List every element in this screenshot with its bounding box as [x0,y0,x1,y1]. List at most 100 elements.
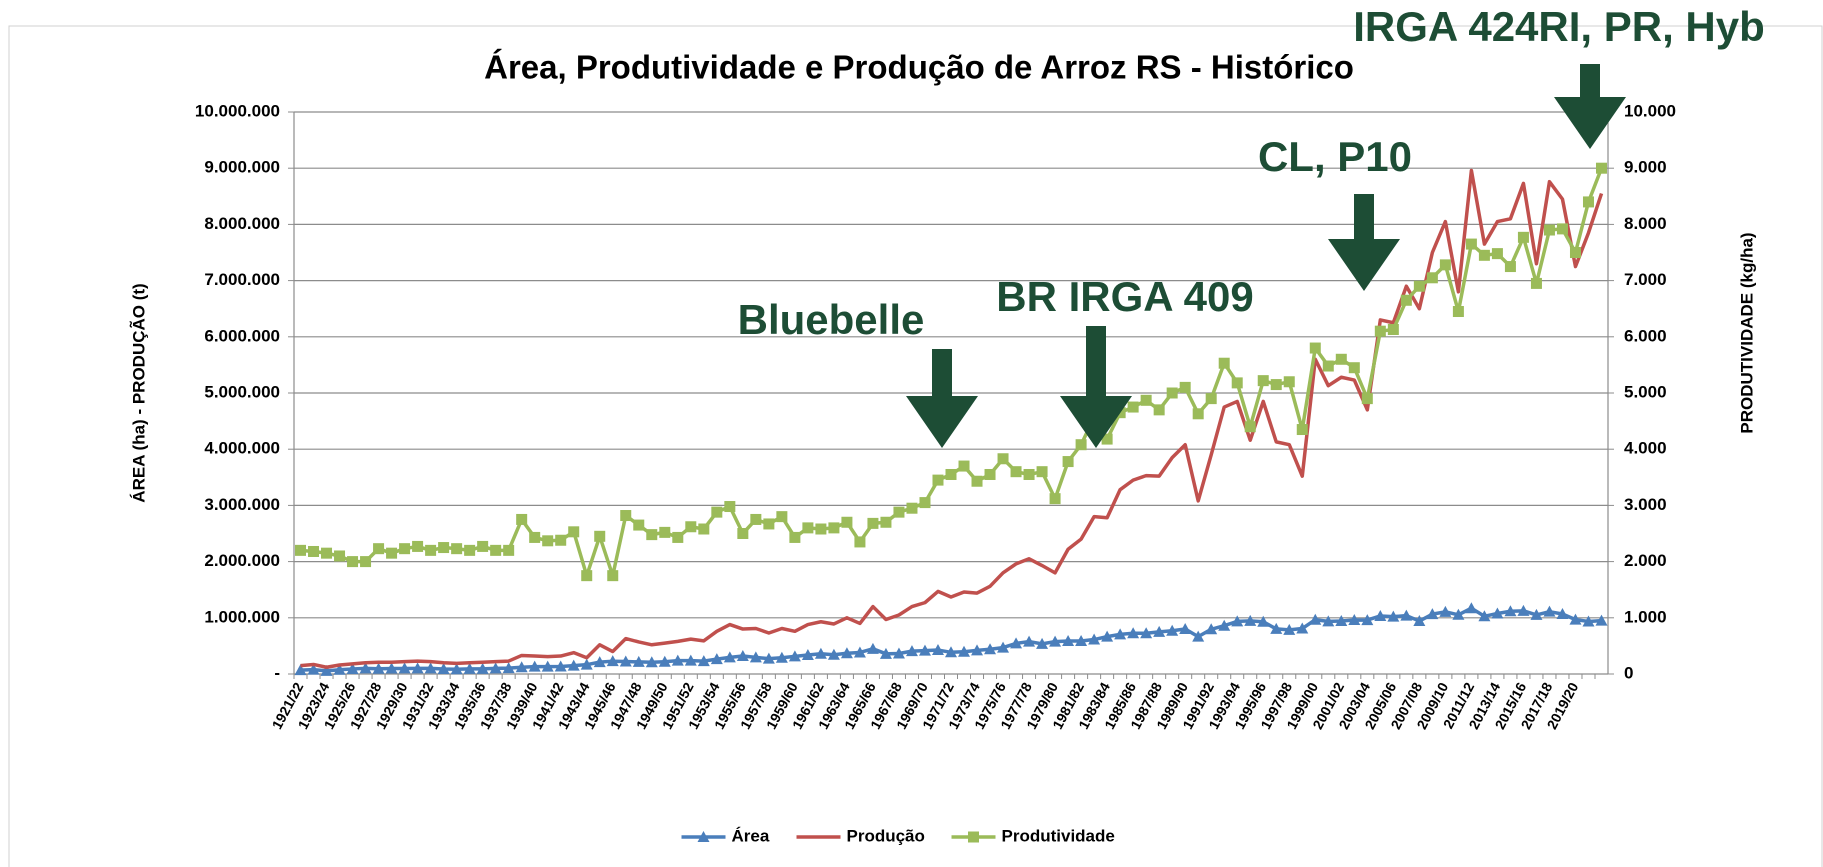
point [736,650,749,662]
point [1153,625,1166,637]
point [1426,272,1438,284]
point [776,511,788,523]
y-tick-label: 7.000.000 [204,270,280,289]
point [477,540,489,552]
point [1140,394,1152,406]
point [607,570,619,582]
point [971,475,983,487]
point [775,651,788,663]
point [698,523,710,535]
point [1296,622,1309,634]
point [1296,424,1308,436]
y2-tick-label: 5.000 [1624,382,1667,401]
point [1309,613,1322,625]
point [1478,249,1490,261]
annotation: IRGA 424RI, PR, Hyb [1353,3,1765,50]
point [1452,306,1464,318]
point [645,656,658,668]
y2-tick-label: 7.000 [1624,270,1667,289]
point [1309,342,1321,354]
point [1192,408,1204,420]
point [1257,615,1270,627]
point [320,664,333,676]
point [1153,404,1165,416]
point [1218,619,1231,631]
point [750,513,762,525]
point [984,643,997,655]
point [841,516,853,528]
point [932,474,944,486]
point [814,647,827,659]
y2-tick-label: 2.000 [1624,551,1667,570]
point [1465,602,1478,614]
point [620,510,632,522]
point [450,663,463,675]
point [425,544,437,556]
point [1049,635,1062,647]
annotation-arrow [1554,64,1626,149]
y-tick-label: 1.000.000 [204,607,280,626]
point [1114,628,1127,640]
point [1244,421,1256,433]
point [866,642,879,654]
point [1556,608,1569,620]
point [1569,247,1581,258]
point [1439,605,1452,617]
y-tick-label: 3.000.000 [204,495,280,514]
point [815,523,827,535]
point [672,531,684,543]
point [1491,607,1504,619]
point [1075,439,1087,451]
point [1127,401,1139,413]
point [580,658,593,670]
point [984,468,996,480]
point [437,662,450,674]
point [1218,357,1230,369]
annotation: BR IRGA 409 [996,273,1254,320]
chart-frame [8,25,1823,867]
point [919,497,931,509]
point [528,660,541,672]
point [1062,456,1074,468]
point [633,519,645,531]
point [399,543,411,555]
point [1582,615,1595,627]
point [1231,377,1243,389]
point [1582,196,1594,208]
point [827,648,840,660]
point [1101,433,1113,445]
y-tick-label: 10.000.000 [195,101,280,120]
point [788,650,801,662]
point [542,535,554,547]
point [1387,610,1400,622]
point [1283,376,1295,388]
point [892,647,905,659]
point [958,645,971,657]
point [684,654,697,666]
point [594,530,606,542]
point [1413,615,1426,627]
point [659,526,671,538]
point [737,528,749,539]
point [1205,623,1218,635]
point [1452,608,1465,620]
point [1413,280,1425,292]
point [1127,627,1140,639]
point [1348,614,1361,626]
point [568,526,580,538]
y-tick-label: 5.000.000 [204,382,280,401]
point [1335,353,1347,365]
point [853,646,866,658]
point [308,545,320,557]
point [1049,493,1061,505]
y-tick-label: 8.000.000 [204,214,280,233]
point [606,655,619,667]
point [646,529,658,541]
point [360,556,372,568]
point [515,661,528,673]
point [1335,615,1348,627]
point [971,644,984,656]
point [321,547,333,559]
